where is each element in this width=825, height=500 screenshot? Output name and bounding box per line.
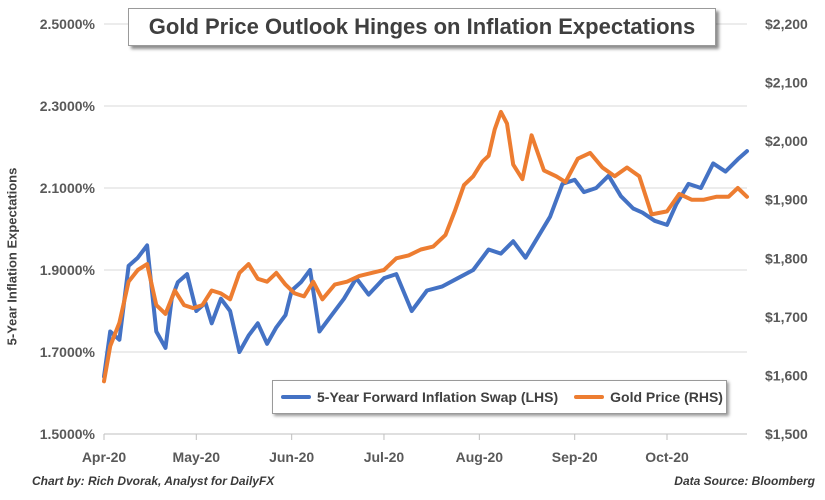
x-tick-label: Apr-20: [82, 449, 127, 465]
legend-label-swap: 5-Year Forward Inflation Swap (LHS): [317, 389, 559, 405]
y-axis-label: 5-Year Inflation Expectations: [2, 156, 22, 356]
axis-layer: 1.5000% 1.7000% 1.9000% 2.1000% 2.3000% 2.500…: [40, 16, 808, 465]
legend: 5-Year Forward Inflation Swap (LHS) Gold…: [272, 380, 727, 414]
legend-label-gold: Gold Price (RHS): [610, 389, 723, 405]
y-axis-label-text: 5-Year Inflation Expectations: [4, 167, 20, 345]
y-tick-label-right: $2,100: [765, 75, 808, 91]
x-tick-label: Oct-20: [645, 449, 689, 465]
x-tick-label: Jul-20: [364, 449, 405, 465]
y-tick-label-right: $1,700: [765, 309, 808, 325]
x-tick-label: Sep-20: [552, 449, 598, 465]
y-tick-label-left: 1.7000%: [40, 344, 96, 360]
y-tick-label-left: 1.5000%: [40, 426, 96, 442]
footer-credit: Chart by: Rich Dvorak, Analyst for Daily…: [32, 474, 275, 488]
y-tick-label-right: $1,600: [765, 367, 808, 383]
y-tick-label-right: $1,800: [765, 250, 808, 266]
y-tick-label-right: $1,900: [765, 192, 808, 208]
legend-swatch-gold: [574, 395, 605, 399]
chart-title: Gold Price Outlook Hinges on Inflation E…: [128, 8, 716, 46]
grid-layer: [104, 23, 747, 353]
y-tick-label-right: $2,000: [765, 133, 808, 149]
legend-swatch-swap: [281, 395, 311, 399]
series-line-gold-price: [102, 109, 749, 384]
y-tick-label-right: $2,200: [765, 16, 808, 32]
x-tick-label: Aug-20: [456, 449, 504, 465]
series-line-inflation-swap: [102, 149, 749, 379]
footer-source: Data Source: Bloomberg: [674, 474, 815, 488]
x-tick-label: Jun-20: [269, 449, 314, 465]
y-tick-label-left: 2.3000%: [40, 98, 96, 114]
y-tick-label-left: 1.9000%: [40, 262, 96, 278]
legend-entry-gold: Gold Price (RHS): [574, 389, 723, 405]
y-tick-label-left: 2.1000%: [40, 180, 96, 196]
series-layer: [102, 109, 749, 384]
y-tick-label-left: 2.5000%: [40, 16, 96, 32]
legend-entry-swap: 5-Year Forward Inflation Swap (LHS): [281, 389, 558, 405]
y-tick-label-right: $1,500: [765, 426, 808, 442]
x-tick-label: May-20: [173, 449, 221, 465]
